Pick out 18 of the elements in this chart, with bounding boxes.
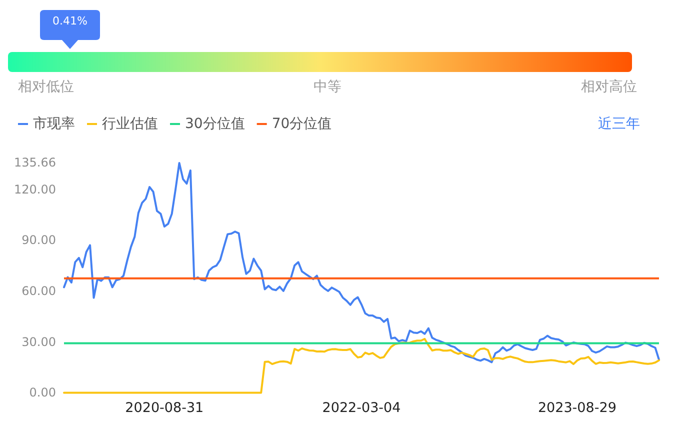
- text: 0.41%: [52, 14, 88, 28]
- category-label: 相对高位: [581, 79, 637, 95]
- legend-label: 市现率: [33, 116, 75, 132]
- x-tick-label: 2023-08-29: [538, 400, 616, 416]
- x-tick-label: 2022-03-04: [322, 400, 401, 416]
- category-label: 中等: [314, 79, 342, 95]
- y-tick-label: 60.00: [22, 284, 56, 298]
- y-tick-label: 120.00: [14, 182, 56, 196]
- legend-label: 行业估值: [102, 116, 158, 132]
- y-tick-label: 30.00: [22, 334, 56, 349]
- legend-label: 30分位值: [185, 116, 245, 132]
- y-tick-label: 0.00: [29, 386, 56, 400]
- y-tick-label: 90.00: [22, 233, 56, 248]
- y-tick-label: 135.66: [14, 156, 56, 170]
- x-tick-label: 2020-08-31: [125, 400, 204, 416]
- category-label: 相对低位: [18, 79, 74, 95]
- text: 近三年: [598, 116, 640, 132]
- legend-label: 70分位值: [272, 116, 332, 132]
